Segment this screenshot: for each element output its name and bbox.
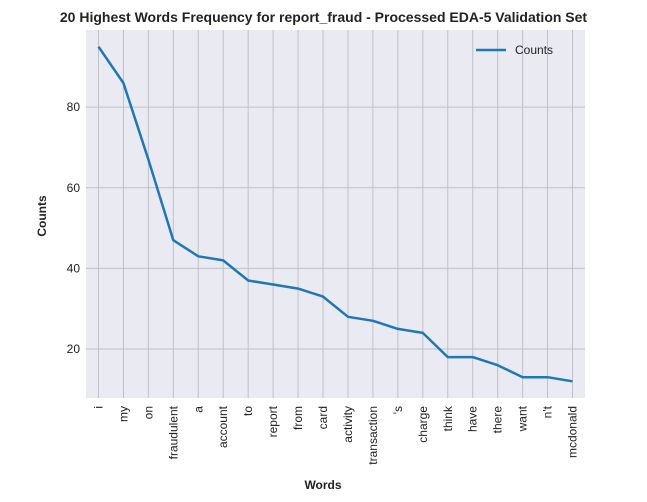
y-axis-label: Counts [35, 195, 49, 237]
plot-area [86, 30, 585, 398]
x-tick-label: n't [541, 405, 555, 418]
legend-label-counts: Counts [515, 43, 553, 57]
x-tick-label: a [191, 406, 205, 413]
x-tick-label: card [316, 406, 330, 429]
x-tick-label: want [516, 405, 530, 432]
x-tick-label: charge [416, 406, 430, 443]
series-layer [97, 45, 573, 383]
x-tick-label: on [141, 406, 155, 419]
y-tick-label: 40 [67, 261, 81, 275]
x-tick-label: think [441, 405, 455, 431]
x-axis-ticks: i my on fraudulent a account to report from card a… [91, 405, 579, 465]
x-tick-label: 's [391, 406, 405, 414]
x-tick-label: to [241, 406, 255, 416]
y-tick-label: 20 [67, 342, 81, 356]
y-tick-label: 60 [67, 181, 81, 195]
legend: Counts [476, 43, 553, 57]
x-tick-label: have [466, 406, 480, 432]
x-tick-label: from [291, 406, 305, 430]
x-tick-label: report [266, 405, 280, 437]
x-tick-label: there [491, 406, 505, 434]
x-tick-label: i [91, 406, 105, 409]
y-axis-ticks: 20 40 60 80 [67, 100, 81, 356]
x-tick-label: mcdonald [566, 406, 580, 458]
series-line-counts [97, 45, 573, 383]
chart-title: 20 Highest Words Frequency for report_fr… [60, 9, 588, 25]
x-tick-label: account [216, 405, 230, 448]
x-axis-label: Words [304, 478, 341, 492]
x-tick-label: transaction [366, 406, 380, 465]
x-tick-label: activity [341, 406, 355, 443]
y-tick-label: 80 [67, 100, 81, 114]
grid-lines [86, 30, 585, 398]
x-tick-label: fraudulent [166, 405, 180, 459]
x-tick-label: my [116, 406, 130, 422]
